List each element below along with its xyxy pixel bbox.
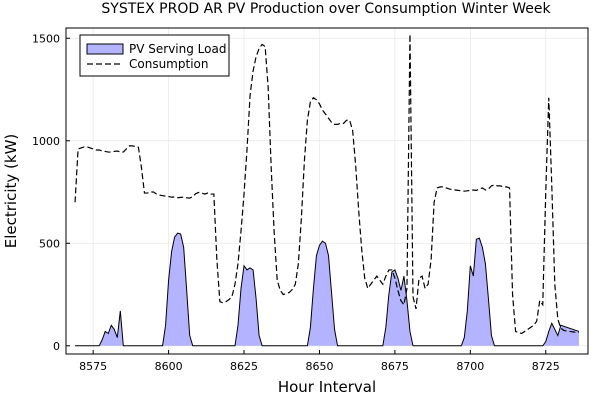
legend: PV Serving Load Consumption: [80, 35, 229, 76]
x-tick-label: 8700: [456, 360, 484, 373]
x-tick-label: 8600: [155, 360, 183, 373]
legend-swatch-pv: [87, 44, 123, 54]
legend-label-consumption: Consumption: [129, 57, 208, 71]
x-axis-label: Hour Interval: [278, 378, 376, 396]
chart-title: SYSTEX PROD AR PV Production over Consum…: [101, 1, 551, 17]
x-tick-label: 8650: [305, 360, 333, 373]
x-tick-label: 8675: [381, 360, 409, 373]
y-tick-label: 0: [53, 340, 60, 353]
y-tick-label: 1500: [32, 32, 60, 45]
x-tick-label: 8575: [79, 360, 107, 373]
y-tick-label: 1000: [32, 135, 60, 148]
y-tick-label: 500: [39, 237, 60, 250]
x-tick-label: 8725: [532, 360, 560, 373]
legend-label-pv: PV Serving Load: [129, 42, 226, 56]
y-axis-label: Electricity (kW): [2, 134, 20, 249]
x-tick-label: 8625: [230, 360, 258, 373]
